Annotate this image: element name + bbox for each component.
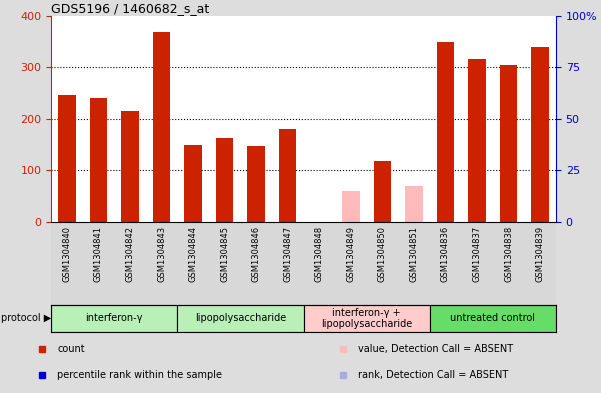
Text: GSM1304841: GSM1304841: [94, 226, 103, 282]
Text: GSM1304850: GSM1304850: [378, 226, 387, 282]
Bar: [531, 47, 549, 222]
Bar: [304, 305, 430, 332]
Bar: [272, 222, 304, 305]
Bar: [335, 222, 367, 305]
Bar: [462, 222, 493, 305]
Bar: [146, 222, 177, 305]
Bar: [51, 222, 83, 305]
Text: GSM1304847: GSM1304847: [283, 226, 292, 282]
Bar: [185, 145, 202, 222]
Text: rank, Detection Call = ABSENT: rank, Detection Call = ABSENT: [358, 370, 508, 380]
Text: interferon-γ: interferon-γ: [85, 313, 143, 323]
Text: GSM1304851: GSM1304851: [409, 226, 418, 282]
Text: GSM1304845: GSM1304845: [220, 226, 229, 282]
Bar: [51, 305, 177, 332]
Text: interferon-γ +
lipopolysaccharide: interferon-γ + lipopolysaccharide: [321, 308, 412, 329]
Bar: [525, 222, 556, 305]
Text: count: count: [57, 344, 85, 354]
Bar: [367, 222, 398, 305]
Bar: [468, 59, 486, 222]
Bar: [430, 222, 462, 305]
Bar: [500, 65, 517, 222]
Text: GSM1304837: GSM1304837: [472, 226, 481, 283]
Bar: [493, 222, 525, 305]
Text: GSM1304842: GSM1304842: [126, 226, 135, 282]
Bar: [430, 305, 556, 332]
Bar: [240, 222, 272, 305]
Bar: [114, 222, 146, 305]
Text: GSM1304849: GSM1304849: [346, 226, 355, 282]
Text: GSM1304838: GSM1304838: [504, 226, 513, 283]
Bar: [398, 222, 430, 305]
Text: untreated control: untreated control: [450, 313, 535, 323]
Text: GSM1304846: GSM1304846: [252, 226, 261, 282]
Text: percentile rank within the sample: percentile rank within the sample: [57, 370, 222, 380]
Bar: [90, 98, 107, 222]
Bar: [374, 161, 391, 222]
Bar: [304, 222, 335, 305]
Bar: [279, 129, 296, 222]
Text: value, Detection Call = ABSENT: value, Detection Call = ABSENT: [358, 344, 513, 354]
Text: GSM1304843: GSM1304843: [157, 226, 166, 282]
Bar: [342, 191, 359, 222]
Bar: [58, 95, 76, 222]
Bar: [121, 111, 139, 222]
Bar: [216, 138, 233, 222]
Text: protocol ▶: protocol ▶: [1, 313, 51, 323]
Bar: [83, 222, 114, 305]
Text: GSM1304839: GSM1304839: [535, 226, 545, 282]
Text: GSM1304840: GSM1304840: [63, 226, 72, 282]
Text: GDS5196 / 1460682_s_at: GDS5196 / 1460682_s_at: [51, 2, 209, 15]
Bar: [177, 305, 304, 332]
Bar: [153, 32, 170, 222]
Text: GSM1304848: GSM1304848: [315, 226, 324, 282]
Bar: [177, 222, 209, 305]
Bar: [405, 186, 423, 222]
Text: lipopolysaccharide: lipopolysaccharide: [195, 313, 286, 323]
Text: GSM1304844: GSM1304844: [189, 226, 198, 282]
Bar: [437, 42, 454, 222]
Bar: [248, 146, 265, 222]
Bar: [209, 222, 240, 305]
Text: GSM1304836: GSM1304836: [441, 226, 450, 283]
